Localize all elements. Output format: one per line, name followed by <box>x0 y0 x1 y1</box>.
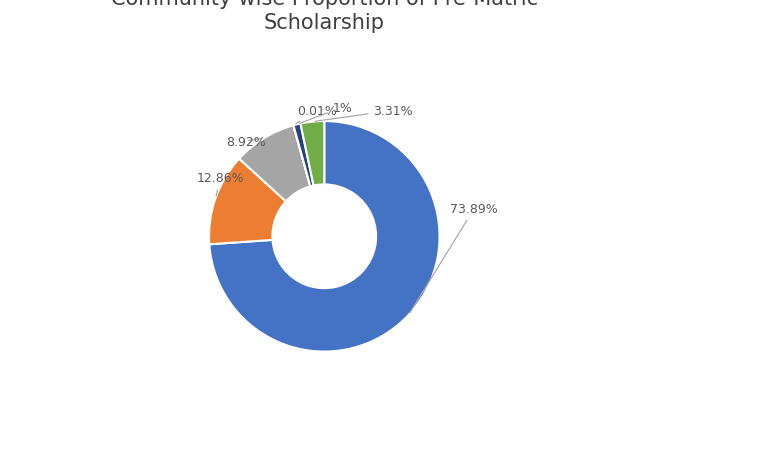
Text: 0.01%: 0.01% <box>296 105 336 124</box>
Title: Community-wise Proportion of Pre-Matric
Scholarship: Community-wise Proportion of Pre-Matric … <box>111 0 538 32</box>
Text: 1%: 1% <box>300 101 353 124</box>
Text: 8.92%: 8.92% <box>226 135 266 148</box>
Wedge shape <box>239 126 311 202</box>
Text: 3.31%: 3.31% <box>315 105 413 122</box>
Wedge shape <box>293 126 311 187</box>
Wedge shape <box>301 122 324 186</box>
Wedge shape <box>209 122 439 352</box>
Text: 73.89%: 73.89% <box>410 202 498 313</box>
Wedge shape <box>209 159 286 245</box>
Wedge shape <box>294 124 314 187</box>
Text: 12.86%: 12.86% <box>197 172 244 196</box>
